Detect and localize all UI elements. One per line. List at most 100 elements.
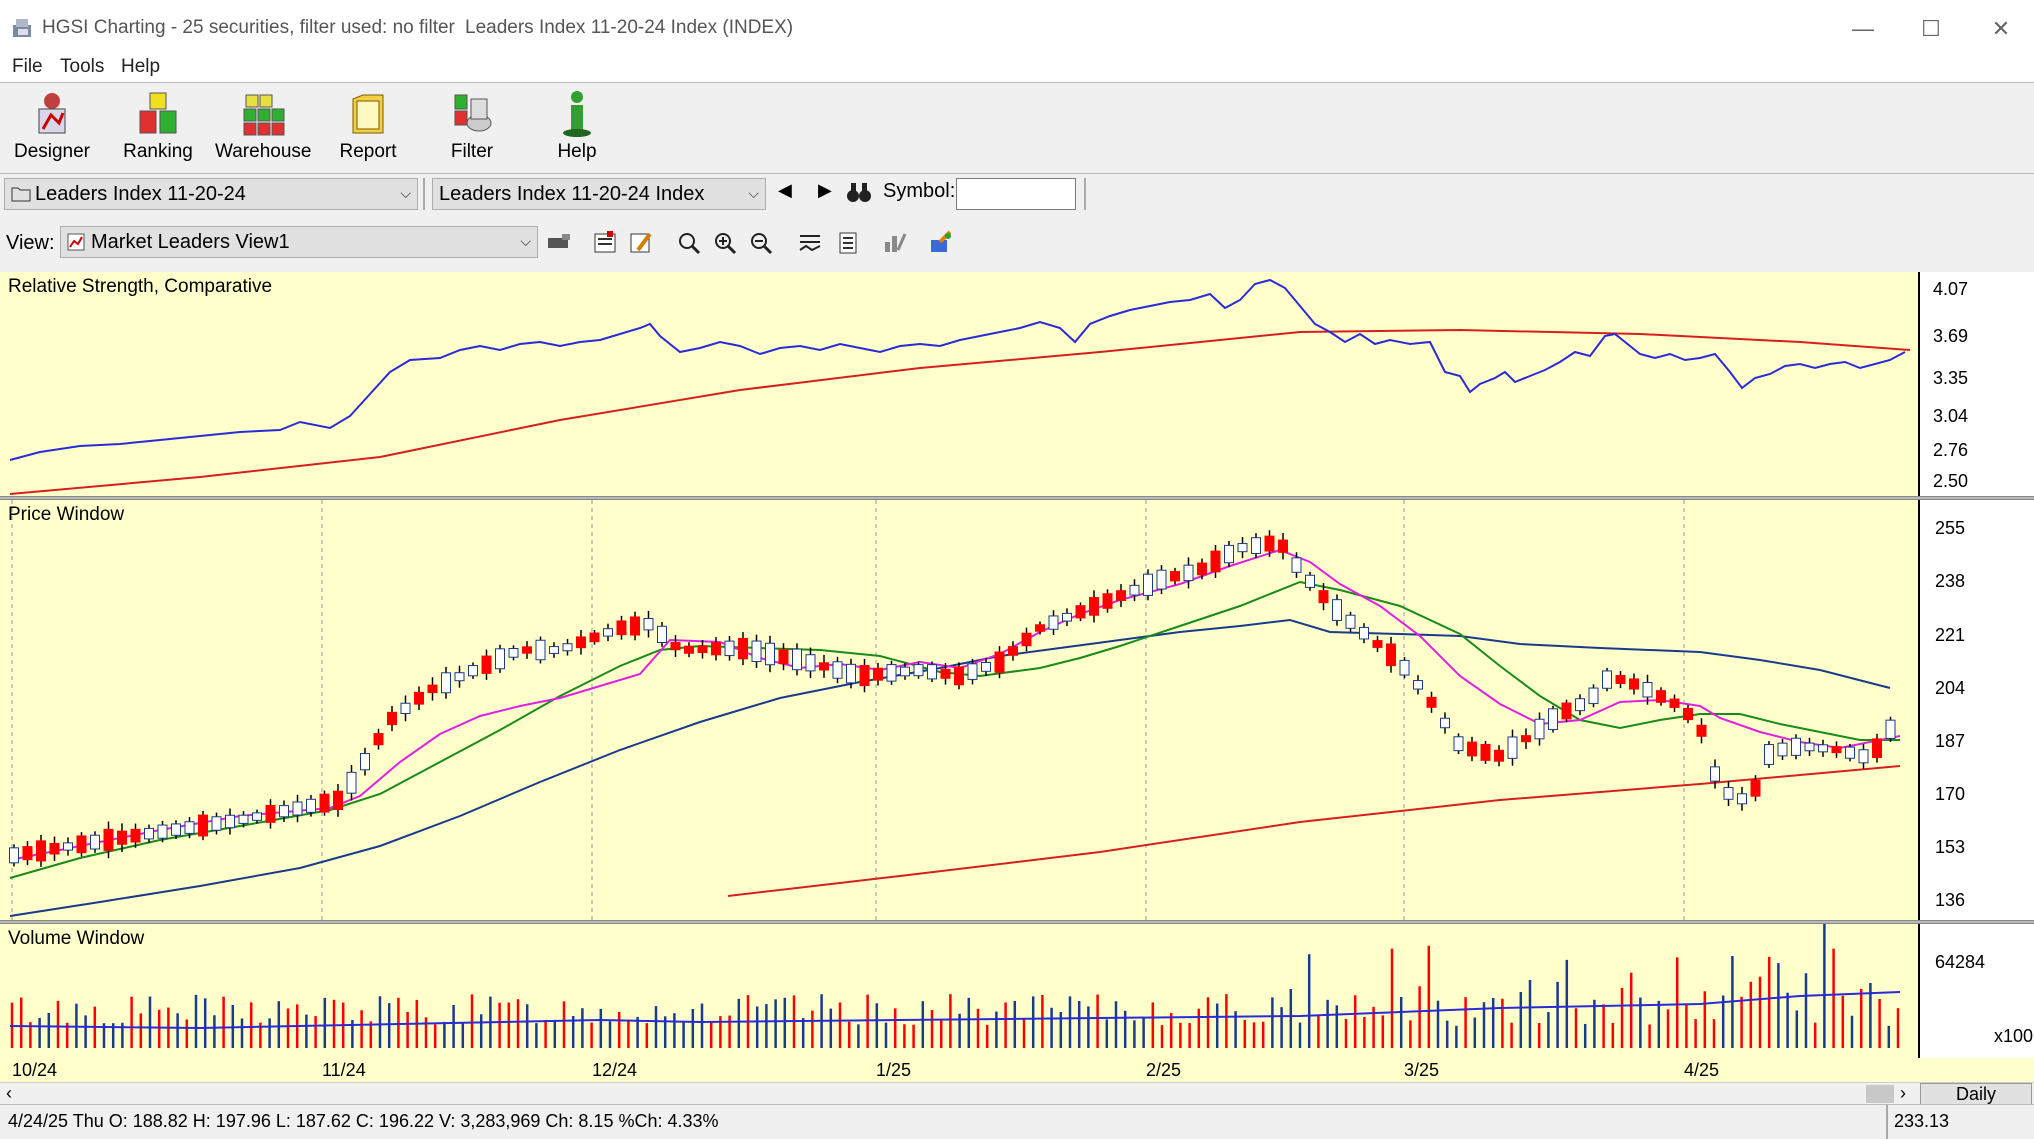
candle-body — [76, 835, 87, 854]
candle-body — [697, 645, 708, 653]
close-button[interactable]: ✕ — [1991, 16, 2011, 41]
candle-body — [427, 684, 438, 694]
candle-body — [1467, 741, 1477, 757]
ranking-button[interactable]: Ranking — [110, 89, 206, 169]
filter-label: Filter — [450, 141, 494, 162]
candle-body — [279, 805, 289, 818]
prev-arrow-icon[interactable]: ◀ — [778, 180, 792, 200]
volume-axis — [1918, 924, 2034, 1058]
menu-help[interactable]: Help — [121, 56, 161, 77]
scroll-thumb[interactable] — [1866, 1085, 1894, 1103]
candle-body — [319, 793, 330, 813]
price-axis-line — [1918, 500, 1920, 920]
x-label: 11/24 — [322, 1060, 366, 1080]
edit-icon[interactable] — [628, 230, 654, 256]
menu-tools[interactable]: Tools — [60, 56, 105, 77]
symbol-input[interactable] — [956, 178, 1076, 210]
zoom-icon[interactable] — [676, 230, 702, 256]
candle-body — [36, 840, 46, 862]
candle-body — [1602, 670, 1612, 689]
rs-tick: 3.04 — [1933, 406, 1969, 426]
list-combo[interactable]: Leaders Index 11-20-24 ⌵ — [4, 178, 418, 210]
candle-body — [1359, 626, 1369, 640]
report-button[interactable]: Report — [320, 89, 416, 169]
view-combo[interactable]: Market Leaders View1 ⌵ — [60, 226, 538, 258]
candle-body — [49, 842, 60, 855]
candle-body — [9, 847, 19, 864]
properties-icon[interactable] — [592, 230, 618, 256]
candle-body — [103, 828, 114, 851]
candle-body — [1831, 746, 1842, 754]
view-tools-icon[interactable] — [546, 230, 572, 256]
candle-body — [495, 648, 505, 670]
candle-body — [738, 637, 748, 660]
candle-body — [238, 814, 249, 824]
candle-body — [306, 798, 316, 813]
rs-chart — [9, 278, 1911, 495]
price-tick: 204 — [1935, 678, 1966, 698]
bar-chart-icon[interactable] — [882, 230, 908, 256]
price-tick: 170 — [1935, 784, 1966, 804]
candle-body — [1102, 593, 1113, 609]
price-pane[interactable]: Price Window 255 238 221 204 187 170 153… — [0, 500, 2034, 920]
candle-body — [576, 636, 586, 649]
horizontal-scrollbar[interactable]: ‹ › Daily — [0, 1082, 2034, 1105]
candle-body — [157, 824, 168, 839]
candle-body — [562, 643, 573, 652]
candle-body — [1818, 744, 1828, 753]
candle-body — [1696, 724, 1707, 737]
candle-body — [1440, 717, 1450, 729]
minimize-button[interactable]: — — [1852, 16, 1874, 41]
rs-tick: 3.69 — [1933, 326, 1969, 346]
candle-body — [805, 654, 816, 672]
binoculars-icon[interactable] — [846, 180, 872, 204]
scroll-right-icon[interactable]: › — [1900, 1083, 1906, 1103]
candle-body — [373, 733, 384, 746]
zoom-in-icon[interactable] — [712, 230, 738, 256]
chevron-down-icon: ⌵ — [748, 185, 759, 201]
x-label: 2/25 — [1146, 1060, 1182, 1080]
candle-body — [387, 711, 397, 726]
filter-button[interactable]: Filter — [424, 89, 520, 169]
report-icon — [352, 94, 384, 134]
rs-pane-label: Relative Strength, Comparative — [8, 276, 273, 297]
pane-divider[interactable] — [0, 496, 2034, 500]
next-arrow-icon[interactable]: ▶ — [818, 180, 832, 200]
candle-body — [171, 823, 181, 836]
help-button[interactable]: Help — [529, 89, 625, 169]
menu-file[interactable]: File — [12, 56, 43, 77]
candle-body — [90, 834, 100, 850]
candle-body — [1858, 749, 1869, 764]
candle-body — [1872, 738, 1882, 758]
relative-strength-pane[interactable]: Relative Strength, Comparative 4.07 3.69… — [0, 272, 2034, 496]
price-tick: 221 — [1935, 625, 1966, 645]
candle-body — [1318, 590, 1329, 604]
candle-body — [1764, 744, 1774, 765]
period-selector[interactable]: Daily — [1920, 1083, 2032, 1105]
candle-body — [211, 816, 222, 831]
warehouse-button[interactable]: Warehouse — [215, 89, 311, 169]
candle-body — [1075, 605, 1086, 619]
security-combo[interactable]: Leaders Index 11-20-24 Index ⌵ — [432, 178, 766, 210]
volume-multiplier: x100 — [1994, 1026, 2034, 1046]
export-icon[interactable] — [928, 230, 954, 256]
candle-body — [1372, 640, 1383, 648]
filter-icon — [454, 94, 492, 132]
warehouse-icon — [243, 94, 285, 136]
price-ma-blue-line — [9, 618, 1891, 917]
candle-body — [144, 827, 154, 840]
volume-tick: 64284 — [1935, 952, 1986, 972]
chart-style-icon[interactable] — [798, 230, 824, 256]
volume-pane[interactable]: Volume Window 64284 x100 — [0, 924, 2034, 1058]
selector-row: Leaders Index 11-20-24 ⌵ Leaders Index 1… — [0, 174, 2034, 216]
security-value: Leaders Index 11-20-24 Index — [439, 182, 705, 205]
pane-divider[interactable] — [0, 920, 2034, 924]
candle-body — [1305, 574, 1315, 588]
designer-button[interactable]: Designer — [4, 89, 100, 169]
maximize-button[interactable]: ☐ — [1921, 16, 1941, 41]
scroll-left-icon[interactable]: ‹ — [6, 1083, 12, 1103]
data-table-icon[interactable] — [836, 230, 862, 256]
zoom-out-icon[interactable] — [748, 230, 774, 256]
candle-body — [1197, 562, 1207, 576]
candle-body — [819, 662, 829, 671]
